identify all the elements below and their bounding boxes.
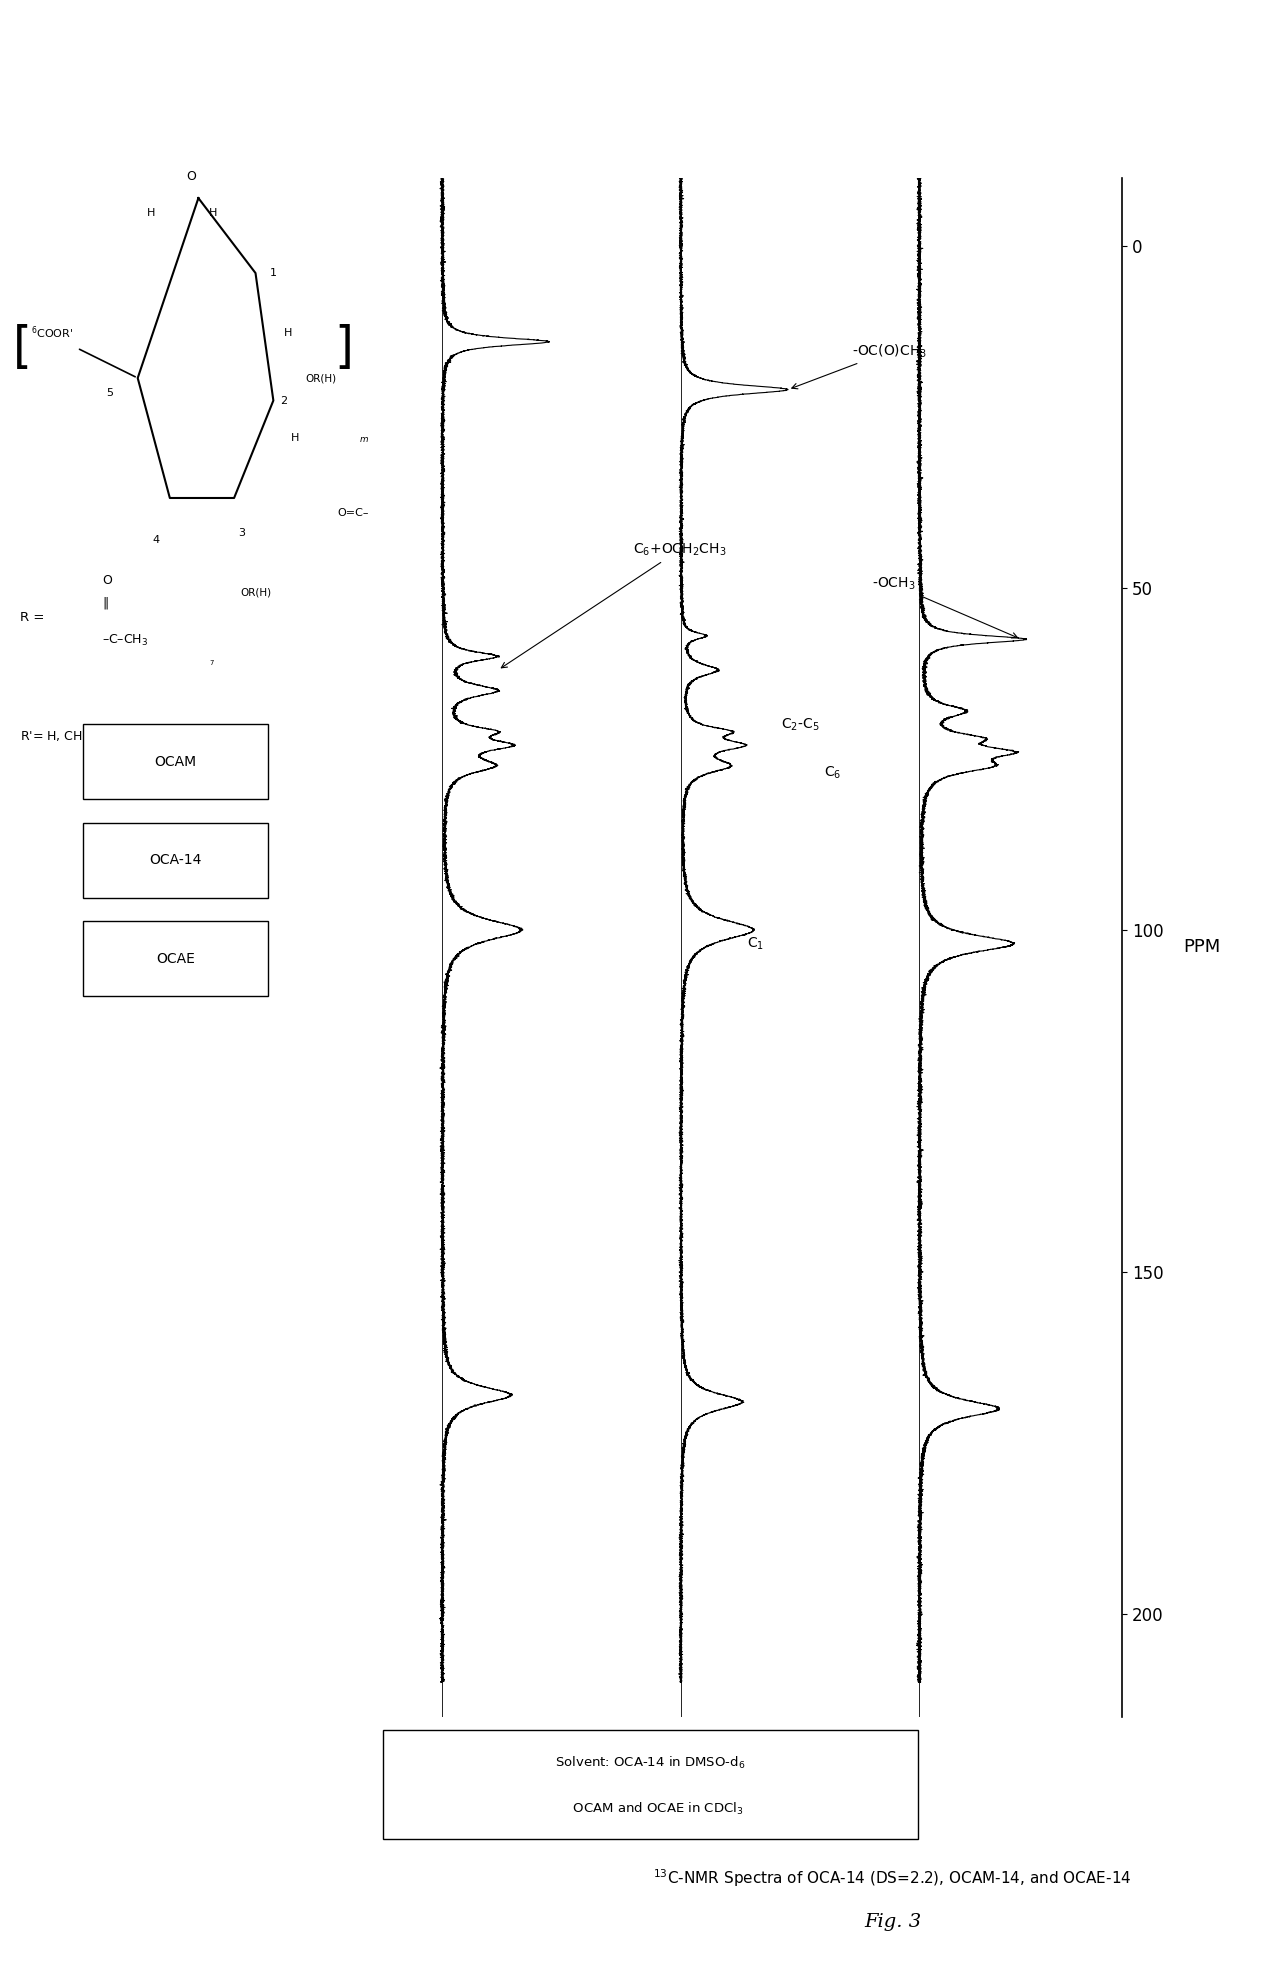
Text: R =: R = xyxy=(20,612,48,623)
Text: OR(H): OR(H) xyxy=(240,588,272,598)
Text: OCAE: OCAE xyxy=(156,951,195,967)
Text: -OC(O)CH$_3$: -OC(O)CH$_3$ xyxy=(792,343,927,389)
Y-axis label: PPM: PPM xyxy=(1183,937,1221,957)
Text: C$_6$: C$_6$ xyxy=(824,764,842,781)
Text: R'= H, CH$_3$, or C$_2$H$_5$: R'= H, CH$_3$, or C$_2$H$_5$ xyxy=(20,730,144,746)
Text: 4: 4 xyxy=(152,535,159,545)
Text: OCAM: OCAM xyxy=(154,754,196,769)
Text: 2: 2 xyxy=(280,395,288,406)
Text: H: H xyxy=(209,207,218,219)
Text: –C–CH$_3$: –C–CH$_3$ xyxy=(102,633,148,647)
Text: C$_6$+OCH$_2$CH$_3$: C$_6$+OCH$_2$CH$_3$ xyxy=(501,543,727,667)
Text: H: H xyxy=(147,207,156,219)
Text: C$_2$-C$_5$: C$_2$-C$_5$ xyxy=(780,716,820,732)
Text: $_7$: $_7$ xyxy=(209,657,215,669)
Text: [: [ xyxy=(13,324,32,373)
Text: O: O xyxy=(102,574,112,586)
Text: Solvent: OCA-14 in DMSO-d$_6$: Solvent: OCA-14 in DMSO-d$_6$ xyxy=(555,1754,746,1772)
Text: 5: 5 xyxy=(106,389,112,399)
Text: ]: ] xyxy=(334,324,353,373)
Text: H: H xyxy=(284,328,292,337)
Text: C$_1$: C$_1$ xyxy=(747,935,765,951)
Text: O=C–: O=C– xyxy=(338,507,370,519)
Text: OCAM and OCAE in CDCl$_3$: OCAM and OCAE in CDCl$_3$ xyxy=(556,1801,745,1817)
Text: 3: 3 xyxy=(237,529,245,539)
Text: ‖: ‖ xyxy=(102,596,108,610)
Text: $^{13}$C-NMR Spectra of OCA-14 (DS=2.2), OCAM-14, and OCAE-14: $^{13}$C-NMR Spectra of OCA-14 (DS=2.2),… xyxy=(653,1868,1132,1888)
Text: H: H xyxy=(291,432,300,444)
Text: O: O xyxy=(186,170,196,183)
Text: Fig. 3: Fig. 3 xyxy=(864,1912,921,1932)
Text: $^6$COOR': $^6$COOR' xyxy=(31,326,73,341)
Text: $_m$: $_m$ xyxy=(360,432,368,444)
Text: -OCH$_3$: -OCH$_3$ xyxy=(872,576,1017,637)
Text: OR(H): OR(H) xyxy=(306,373,337,383)
Text: 1: 1 xyxy=(270,268,277,278)
Text: OCA-14: OCA-14 xyxy=(149,852,201,868)
